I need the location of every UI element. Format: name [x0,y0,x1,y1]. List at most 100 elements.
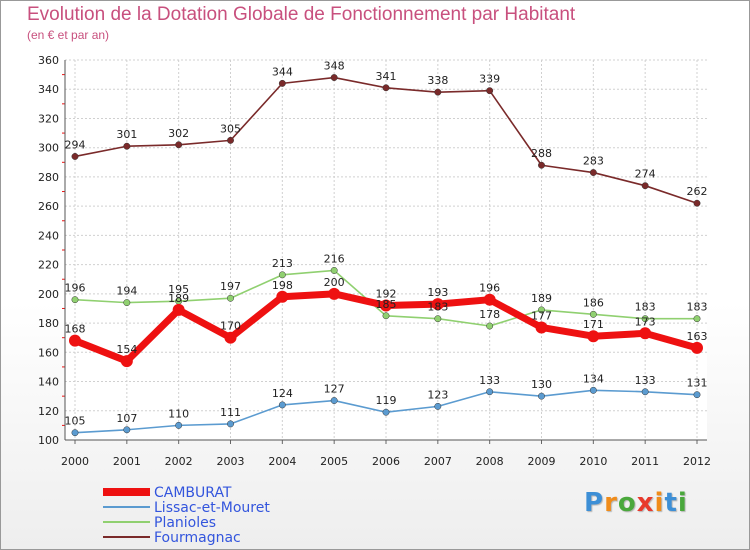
data-point [434,402,442,410]
data-point [278,401,286,409]
data-point [224,331,237,344]
data-label: 192 [376,288,397,301]
data-point [486,87,494,95]
data-label: 196 [65,282,86,295]
x-tick-label: 2011 [631,455,659,468]
legend-label: Lissac-et-Mouret [154,500,270,516]
data-label: 173 [635,315,656,328]
data-point [382,84,390,92]
data-labels: 294 301 302 305 344 348 341 338 339 288 283 274 262 1… [65,60,708,428]
data-label: 130 [531,378,552,391]
data-point [278,271,286,279]
data-label: 302 [168,127,189,140]
data-point [483,293,496,306]
data-label: 131 [687,377,708,390]
data-point [227,294,234,302]
data-point [382,408,390,416]
data-point [227,136,234,144]
data-point [330,74,338,81]
data-point [330,267,338,274]
axes: 100 120 140 160 180 200 220 240 260 280 300 320 340 3… [38,54,711,468]
x-tick-label: 2003 [217,455,245,468]
data-label: 186 [583,296,604,309]
proxiti-logo: Proxiti [584,488,688,518]
data-label: 183 [427,301,448,314]
data-point [123,299,131,307]
data-label: 127 [324,383,345,396]
data-label: 301 [116,128,137,141]
data-point [486,322,494,330]
data-label: 134 [583,372,604,385]
x-tick-label: 2008 [476,455,504,468]
y-tick-label: 160 [38,346,59,359]
data-label: 198 [272,279,293,292]
y-tick-label: 220 [38,259,59,272]
y-tick-label: 260 [38,200,59,213]
y-tick-label: 180 [38,317,59,330]
y-tick-label: 200 [38,288,59,301]
y-tick-label: 240 [38,229,59,242]
logo-letter: i [677,488,688,518]
data-point [276,290,289,303]
data-point [486,388,494,396]
data-label: 133 [479,374,500,387]
x-tick-label: 2010 [579,455,607,468]
data-label: 262 [687,185,708,198]
data-point [639,327,652,340]
data-label: 305 [220,122,241,135]
y-tick-label: 120 [38,405,59,418]
data-point [382,312,390,320]
data-point [589,310,597,318]
data-label: 338 [427,74,448,87]
data-label: 124 [272,387,293,400]
data-label: 200 [324,276,345,289]
logo-letter: r [604,488,618,518]
chart-title: Evolution de la Dotation Globale de Fonc… [27,4,576,25]
x-tick-label: 2002 [165,455,193,468]
x-tick-label: 2007 [424,455,452,468]
data-point [589,386,597,394]
data-label: 119 [376,394,397,407]
data-label: 110 [168,407,189,420]
data-label: 171 [583,318,604,331]
data-label: 185 [376,298,397,311]
logo-letter: o [617,488,637,518]
data-point [120,355,133,368]
data-point [431,298,444,311]
x-tick-label: 2001 [113,455,141,468]
data-point [538,161,545,169]
data-point [693,391,701,399]
grid-lines [65,59,707,441]
y-tick-label: 340 [38,83,59,96]
data-point [278,79,286,87]
data-point [175,141,183,149]
data-point [175,421,183,429]
x-tick-label: 2012 [683,455,711,468]
data-label: 111 [220,406,241,419]
data-label: 189 [531,292,552,305]
logo-letter: i [654,488,665,518]
data-label: 195 [168,283,189,296]
data-point [538,392,545,400]
data-label: 154 [116,343,137,356]
data-label: 213 [272,257,293,270]
data-point [330,397,338,404]
data-label: 216 [324,252,345,265]
data-label: 348 [324,60,345,73]
logo-letter: t [664,488,678,518]
data-point [71,153,79,160]
data-label: 294 [65,138,86,151]
data-label: 107 [116,412,137,425]
data-point [123,426,131,434]
data-label: 189 [168,292,189,305]
data-point [69,334,81,347]
data-point [71,429,79,437]
data-label: 163 [687,330,708,343]
logo-letter: x [636,488,655,518]
y-tick-label: 300 [38,142,59,155]
series-layer [69,74,703,437]
y-tick-label: 100 [38,434,59,447]
data-label: 177 [531,309,552,322]
data-label: 344 [272,65,293,78]
